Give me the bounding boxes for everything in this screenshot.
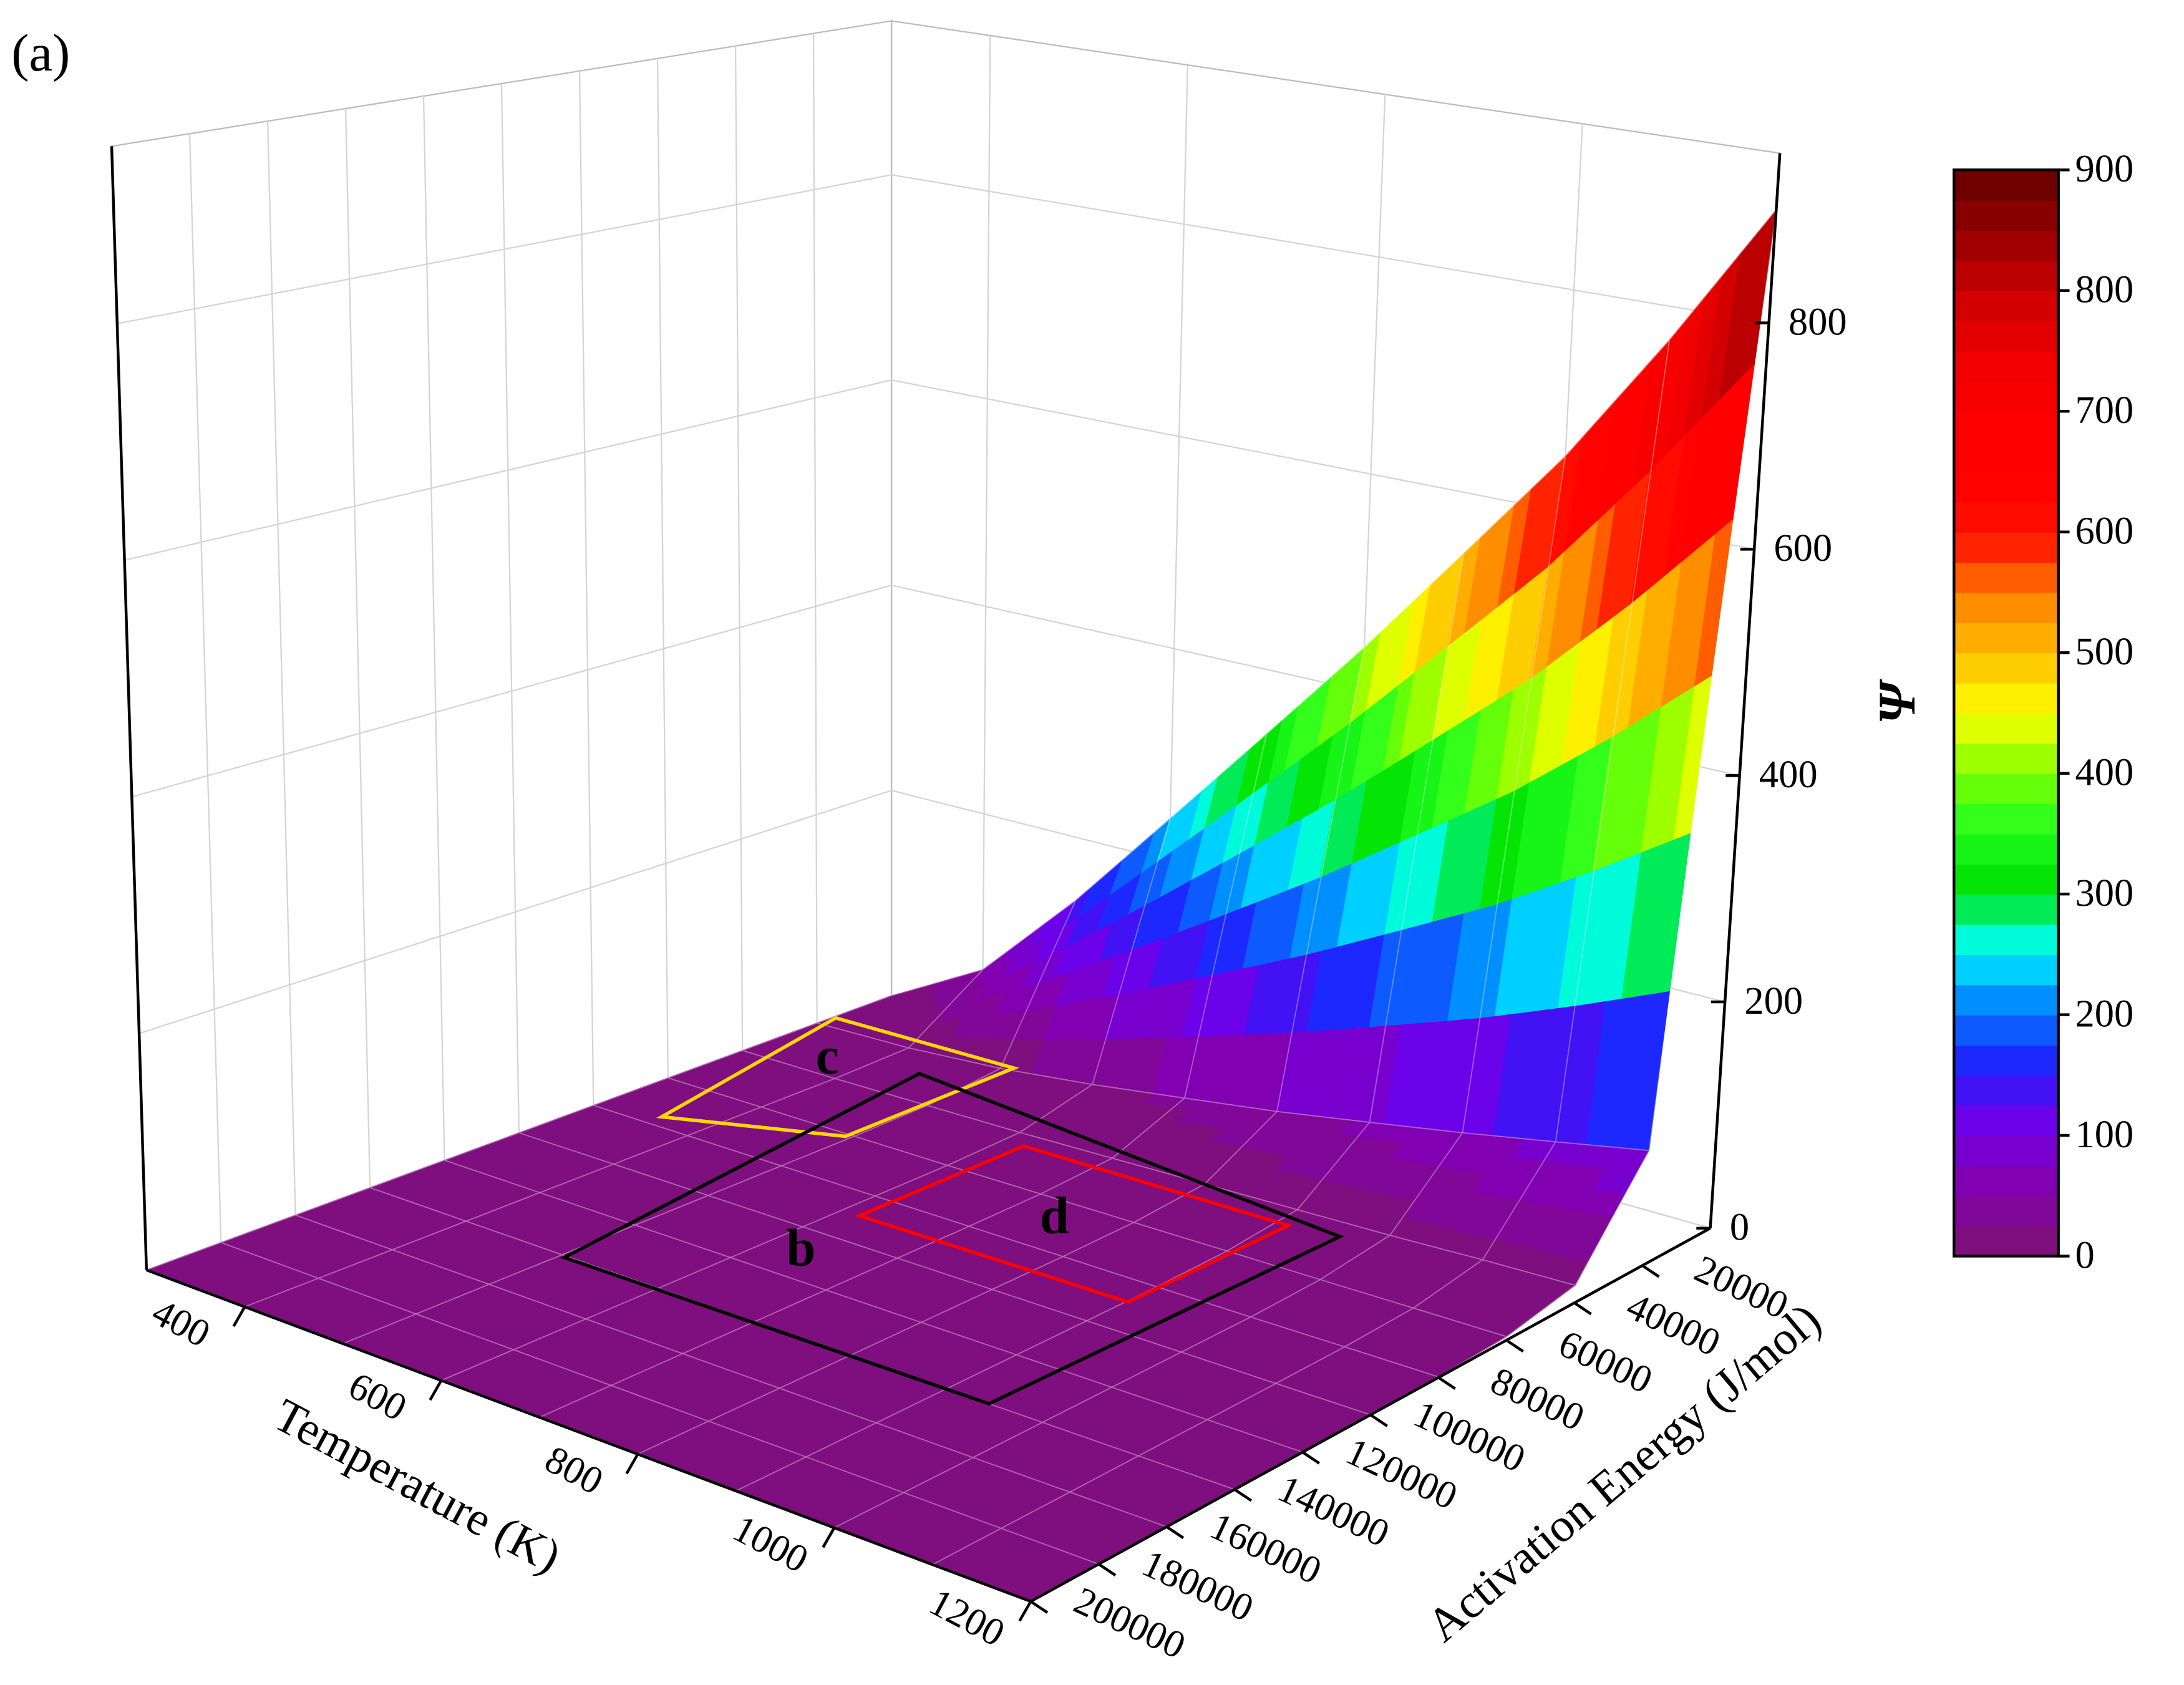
colorbar-band (1954, 1135, 2059, 1167)
colorbar-band (1954, 803, 2059, 835)
colorbar-band (1954, 894, 2059, 925)
colorbar-band (1954, 924, 2059, 955)
colorbar-band (1954, 260, 2059, 291)
colorbar-band (1954, 381, 2059, 412)
colorbar-band (1954, 1226, 2059, 1257)
colorbar-tick-label: 300 (2075, 871, 2133, 915)
x-tick (232, 1306, 246, 1328)
colorbar-band (1954, 200, 2059, 231)
grid-line (812, 33, 818, 1024)
colorbar-band (1954, 1105, 2059, 1137)
colorbar-band (1954, 471, 2059, 503)
colorbar-tick-label: 600 (2075, 509, 2133, 553)
y-tick (1573, 1301, 1592, 1316)
y-tick (1165, 1525, 1185, 1540)
colorbar-tick-label: 700 (2075, 388, 2133, 432)
colorbar-band (1954, 351, 2059, 382)
grid-line (266, 121, 296, 1215)
colorbar-band (1954, 411, 2059, 442)
colorbar-tick-label: 800 (2075, 268, 2133, 311)
colorbar-band (1954, 1195, 2059, 1227)
z-axis-title: Ψ (1868, 678, 1926, 724)
surface (145, 208, 1777, 1603)
colorbar-band (1954, 833, 2059, 865)
colorbar-band (1954, 532, 2059, 563)
grid-line (117, 174, 1769, 324)
colorbar-band (1954, 170, 2059, 201)
x-tick-label: 800 (538, 1437, 611, 1503)
colorbar-tick-label: 400 (2075, 750, 2133, 794)
x-tick-label: 400 (145, 1289, 218, 1356)
grid-line (734, 46, 744, 1051)
x-tick (1018, 1600, 1032, 1622)
colorbar-band (1954, 1075, 2059, 1106)
grid-line (500, 83, 520, 1133)
y-tick (1030, 1600, 1049, 1614)
colorbar-band (1954, 653, 2059, 684)
colorbar-tick-label: 200 (2075, 991, 2133, 1035)
colorbar-band (1954, 592, 2059, 623)
colorbar-band (1954, 954, 2059, 986)
grid-line (578, 70, 595, 1105)
colorbar-band (1954, 1044, 2059, 1076)
x-tick-label: 600 (342, 1363, 414, 1429)
z-tick-label: 800 (1788, 299, 1847, 343)
colorbar-band (1954, 712, 2059, 744)
grid-line (656, 58, 669, 1078)
colorbar-tick-label: 100 (2075, 1112, 2133, 1156)
grid-line (422, 96, 445, 1160)
x-tick (822, 1527, 836, 1548)
y-tick (1097, 1563, 1117, 1576)
grid-line (124, 379, 1755, 561)
z-tick-label: 400 (1759, 752, 1818, 796)
y-tick (1641, 1264, 1660, 1278)
colorbar-band (1954, 502, 2059, 533)
x-tick (429, 1379, 443, 1401)
colorbar-band (1954, 743, 2059, 774)
colorbar-band (1954, 230, 2059, 261)
region-label: b (786, 1218, 815, 1277)
z-tick-label: 200 (1744, 979, 1803, 1022)
grid-line (981, 36, 991, 1022)
y-tick (1301, 1450, 1321, 1465)
colorbar-band (1954, 562, 2059, 593)
y-tick (1505, 1339, 1524, 1353)
x-tick-label: 1200 (923, 1580, 1012, 1654)
z-tick-label: 0 (1730, 1205, 1749, 1249)
colorbar-band (1954, 1014, 2059, 1046)
colorbar-band (1954, 321, 2059, 352)
z-tick-label: 600 (1774, 526, 1832, 570)
colorbar-tick-label: 900 (2075, 147, 2133, 190)
colorbar-band (1954, 622, 2059, 654)
grid-line (344, 109, 371, 1188)
colorbar-tick-label: 0 (2075, 1233, 2094, 1276)
y-tick (1369, 1414, 1388, 1427)
panel-label: (a) (11, 24, 70, 82)
y-tick (1437, 1376, 1456, 1390)
y-tick (1233, 1488, 1253, 1502)
colorbar-band (1954, 1165, 2059, 1197)
colorbar-band (1954, 863, 2059, 895)
region-label: c (816, 1026, 840, 1085)
colorbar-band (1954, 773, 2059, 805)
colorbar-band (1954, 290, 2059, 322)
x-axis-title: Temperature (K) (266, 1389, 570, 1583)
x-tick (625, 1453, 639, 1475)
colorbar-band (1954, 984, 2059, 1016)
grid-line (188, 134, 222, 1243)
region-label: d (1040, 1187, 1069, 1245)
colorbar-band (1954, 682, 2059, 714)
colorbar-tick-label: 500 (2075, 629, 2133, 673)
x-tick-label: 1000 (726, 1506, 815, 1581)
colorbar-band (1954, 441, 2059, 473)
